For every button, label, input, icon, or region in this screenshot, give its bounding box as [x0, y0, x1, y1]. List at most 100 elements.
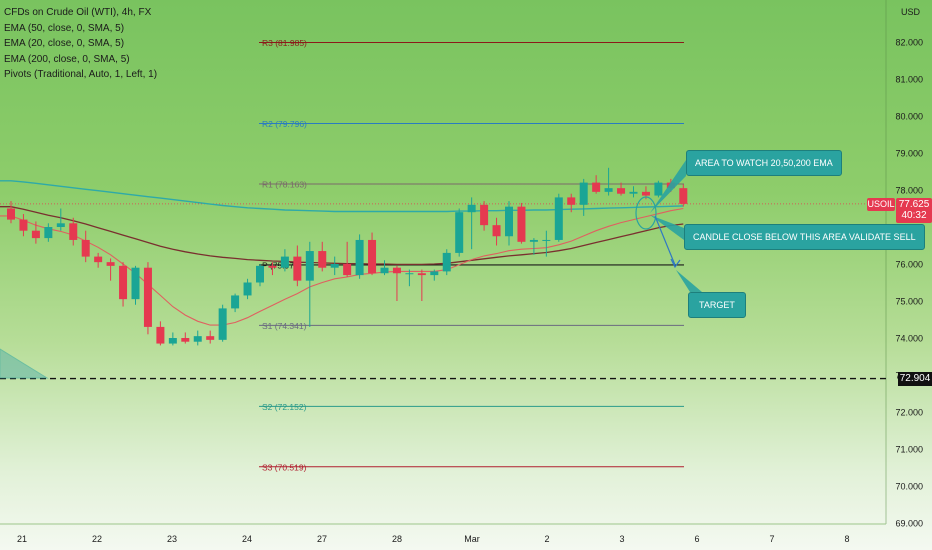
last-price-value: 77.625: [898, 199, 930, 210]
candle-body: [206, 336, 215, 340]
callout-target[interactable]: TARGET: [688, 292, 746, 318]
candle[interactable]: [579, 178, 588, 216]
y-tick-label: 78.000: [895, 186, 923, 196]
legend-ema200[interactable]: EMA (200, close, 0, SMA, 5): [4, 53, 130, 65]
bar-close-timer: 40:32: [901, 210, 927, 221]
y-tick-label: 76.000: [895, 260, 923, 270]
candle[interactable]: [131, 265, 140, 305]
candle[interactable]: [168, 332, 177, 346]
legend-ema20[interactable]: EMA (20, close, 0, SMA, 5): [4, 38, 125, 49]
candle[interactable]: [243, 278, 252, 300]
candle-body: [492, 225, 501, 237]
candle[interactable]: [206, 330, 215, 344]
callout-pointer-close: [650, 215, 684, 240]
candle[interactable]: [293, 245, 302, 287]
candle-body: [131, 267, 140, 300]
candle[interactable]: [417, 269, 426, 301]
candle-body: [679, 188, 688, 204]
candle[interactable]: [343, 241, 352, 277]
callout-ema-area[interactable]: AREA TO WATCH 20,50,200 EMA: [686, 150, 842, 176]
candle[interactable]: [318, 241, 327, 272]
y-tick-label: 82.000: [895, 38, 923, 48]
x-tick-label: 27: [317, 534, 327, 544]
candle[interactable]: [256, 264, 264, 287]
candle[interactable]: [156, 321, 165, 346]
candle[interactable]: [119, 262, 128, 307]
candle-body: [156, 326, 165, 344]
projection-arrow: [654, 215, 676, 266]
candle[interactable]: [69, 217, 78, 246]
candle[interactable]: [56, 208, 65, 231]
callout-candle-close[interactable]: CANDLE CLOSE BELOW THIS AREA VALIDATE SE…: [684, 224, 925, 250]
candle[interactable]: [106, 258, 115, 281]
candle[interactable]: [392, 265, 401, 301]
candle[interactable]: [19, 214, 28, 237]
candle[interactable]: [455, 208, 464, 257]
candle[interactable]: [567, 193, 576, 213]
candle[interactable]: [542, 230, 551, 257]
candle[interactable]: [492, 217, 501, 246]
candle-body: [517, 206, 526, 242]
candle-body: [305, 251, 314, 281]
candle[interactable]: [368, 232, 377, 276]
candle[interactable]: [554, 193, 563, 242]
candle[interactable]: [218, 304, 227, 342]
candle[interactable]: [94, 252, 103, 268]
candle[interactable]: [355, 234, 364, 279]
candle[interactable]: [629, 186, 638, 198]
candle[interactable]: [181, 332, 190, 344]
candle[interactable]: [679, 184, 688, 207]
candle-body: [218, 308, 227, 340]
candle[interactable]: [442, 249, 451, 276]
candle-body: [567, 197, 576, 205]
candle[interactable]: [405, 269, 414, 287]
y-tick-label: 69.000: [895, 519, 923, 529]
x-tick-label: 28: [392, 534, 402, 544]
candle[interactable]: [143, 262, 152, 335]
candle[interactable]: [31, 221, 40, 244]
candle-body: [417, 273, 426, 276]
candle-body: [480, 204, 489, 226]
legend-pivots[interactable]: Pivots (Traditional, Auto, 1, Left, 1): [4, 69, 158, 80]
candle[interactable]: [81, 230, 90, 263]
candle-body: [554, 197, 563, 240]
candle[interactable]: [430, 269, 439, 281]
candle[interactable]: [517, 202, 526, 244]
candle[interactable]: [268, 262, 277, 276]
symbol-tag: USOIL: [867, 198, 895, 211]
candle-body: [7, 208, 15, 220]
candle[interactable]: [330, 256, 339, 276]
y-tick-label: 80.000: [895, 112, 923, 122]
y-tick-label: 81.000: [895, 75, 923, 85]
candle[interactable]: [617, 182, 626, 196]
x-tick-label: 21: [17, 534, 27, 544]
candle[interactable]: [193, 330, 202, 346]
candle[interactable]: [305, 241, 314, 327]
candle[interactable]: [467, 197, 476, 250]
candle[interactable]: [592, 175, 601, 194]
candle[interactable]: [7, 201, 15, 224]
legend-symbol[interactable]: CFDs on Crude Oil (WTI), 4h, FX: [4, 7, 152, 18]
candle[interactable]: [480, 201, 489, 231]
candle[interactable]: [604, 167, 613, 196]
legend-ema50[interactable]: EMA (50, close, 0, SMA, 5): [4, 22, 125, 34]
x-tick-label: 2: [544, 534, 549, 544]
candle[interactable]: [44, 223, 53, 242]
candle-body: [31, 230, 40, 239]
candle[interactable]: [654, 180, 663, 198]
candle-body: [330, 264, 339, 268]
candle[interactable]: [529, 238, 538, 255]
ema200-line: [0, 180, 684, 213]
candle[interactable]: [280, 249, 289, 272]
candle[interactable]: [380, 260, 389, 276]
candle-body: [579, 182, 588, 205]
candle-body: [455, 212, 464, 253]
candle-body: [505, 206, 513, 237]
candle[interactable]: [231, 293, 240, 313]
x-tick-label: 24: [242, 534, 252, 544]
candle-body: [654, 182, 663, 196]
x-tick-label: 22: [92, 534, 102, 544]
candle[interactable]: [505, 201, 513, 246]
x-tick-label: 8: [844, 534, 849, 544]
